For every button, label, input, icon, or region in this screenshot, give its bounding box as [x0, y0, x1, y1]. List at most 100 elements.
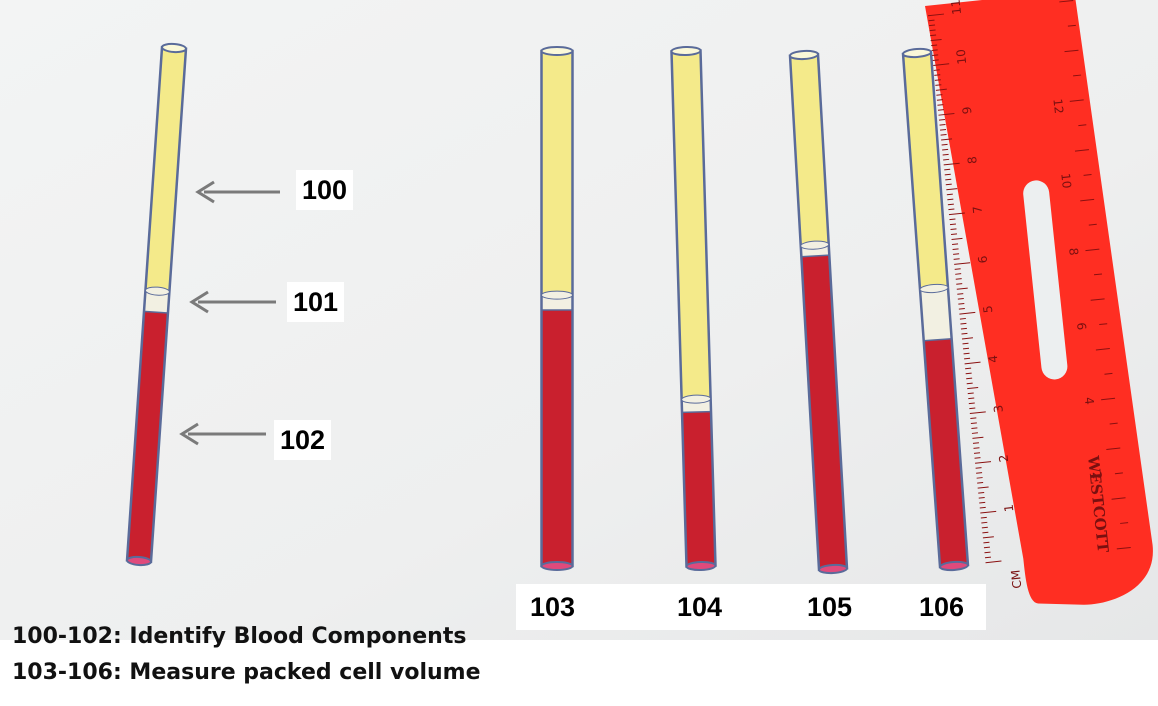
cm-tick — [945, 183, 952, 186]
label-plasma: 100 — [296, 170, 354, 210]
cm-tick — [970, 417, 977, 420]
label-buffy-coat: 101 — [287, 282, 345, 322]
inch-tick — [1073, 74, 1082, 77]
interface-line — [681, 410, 712, 414]
pointer-arrow — [195, 180, 280, 204]
cm-tick — [969, 407, 976, 410]
cm-tick — [957, 293, 964, 295]
cm-tick — [979, 506, 986, 509]
cm-tick — [980, 510, 997, 514]
cm-tick — [931, 44, 938, 47]
cm-number: 5 — [981, 305, 996, 314]
cm-tick — [978, 491, 985, 494]
cm-tick — [943, 162, 960, 166]
cm-number: 6 — [975, 255, 990, 264]
red-cell-layer — [801, 255, 847, 570]
tube-top-rim — [161, 42, 187, 54]
cm-numbers: 1 2 3 4 5 6 7 8 9 10 11 — [949, 0, 1017, 513]
cm-tick — [958, 307, 965, 310]
cm-tick — [959, 311, 976, 315]
inch-tick — [1090, 298, 1105, 301]
cm-tick — [980, 516, 987, 519]
cm-tick — [976, 477, 983, 479]
inch-number: 12 — [1050, 98, 1066, 115]
cm-tick — [955, 273, 962, 275]
cm-tick — [952, 243, 959, 245]
cm-number: 9 — [960, 106, 975, 115]
cm-tick — [939, 124, 946, 126]
cm-tick — [944, 168, 951, 171]
tube-bottom-rim — [685, 560, 717, 572]
inch-tick — [1080, 198, 1095, 202]
cm-tick — [970, 422, 977, 424]
cm-number: 1 — [1002, 504, 1017, 513]
red-cell-layer — [923, 338, 968, 568]
cm-tick — [985, 560, 1002, 564]
inch-tick — [1095, 348, 1110, 351]
cm-tick — [947, 203, 954, 206]
cm-tick — [935, 88, 947, 91]
cm-tick — [932, 54, 939, 57]
cm-tick — [955, 278, 962, 280]
plasma-layer — [541, 51, 573, 296]
inch-tick — [1078, 124, 1087, 127]
cm-number: 3 — [991, 404, 1006, 413]
arrow-head — [189, 290, 209, 314]
cm-number: 7 — [970, 205, 985, 214]
plasma-layer — [145, 47, 186, 292]
cm-tick — [969, 411, 986, 415]
cm-tick — [937, 109, 944, 111]
cm-tick — [945, 178, 952, 181]
cm-tick — [973, 452, 981, 454]
cm-tick — [983, 541, 990, 544]
cm-tick — [961, 337, 973, 340]
cm-tick — [944, 173, 951, 176]
inch-number: 10 — [1058, 173, 1074, 190]
cm-number: 4 — [986, 354, 1001, 363]
cm-tick — [978, 496, 985, 499]
pointer-arrow — [189, 290, 276, 314]
cm-tick — [975, 467, 982, 469]
tube-top-rim — [789, 49, 819, 61]
inch-tick — [1114, 472, 1123, 475]
cm-tick — [937, 104, 944, 106]
cm-tick — [982, 536, 994, 539]
label-tube-103: 103 — [530, 592, 576, 622]
buffy-coat-layer — [920, 287, 952, 341]
inch-tick — [1074, 149, 1089, 152]
cm-tick — [953, 253, 960, 255]
plasma-layer — [790, 54, 829, 246]
cm-tick — [971, 427, 978, 429]
cm-tick — [967, 387, 979, 390]
cm-tick — [946, 193, 953, 196]
inch-tick — [1088, 223, 1097, 226]
cm-tick — [956, 287, 968, 290]
inch-number: 6 — [1074, 322, 1089, 331]
cm-tick — [963, 352, 970, 355]
cm-tick — [965, 372, 972, 375]
cm-tick — [958, 303, 965, 305]
inch-numbers: 2 4 6 8 10 12 — [1050, 98, 1104, 480]
cm-tick — [929, 24, 936, 27]
cm-tick — [941, 138, 953, 141]
cm-tick — [983, 546, 990, 549]
tube-bottom-rim — [939, 560, 969, 572]
cm-tick — [942, 148, 949, 151]
ruler-slot — [1023, 180, 1068, 380]
cm-tick — [948, 212, 965, 216]
cm-tick — [935, 84, 942, 86]
interface-line — [143, 310, 168, 314]
cm-tick — [927, 13, 944, 17]
cm-tick — [984, 556, 992, 559]
inch-tick — [1111, 497, 1126, 500]
cm-tick — [933, 69, 940, 71]
cm-tick — [929, 29, 936, 32]
inch-number: 2 — [1090, 471, 1105, 480]
red-cell-layer — [682, 411, 716, 567]
cm-tick — [943, 158, 950, 161]
inch-tick — [1064, 49, 1079, 53]
tube-bottom-rim — [540, 561, 574, 571]
label-red-cells: 102 — [274, 420, 332, 460]
tube-bottom-rim — [126, 555, 152, 567]
